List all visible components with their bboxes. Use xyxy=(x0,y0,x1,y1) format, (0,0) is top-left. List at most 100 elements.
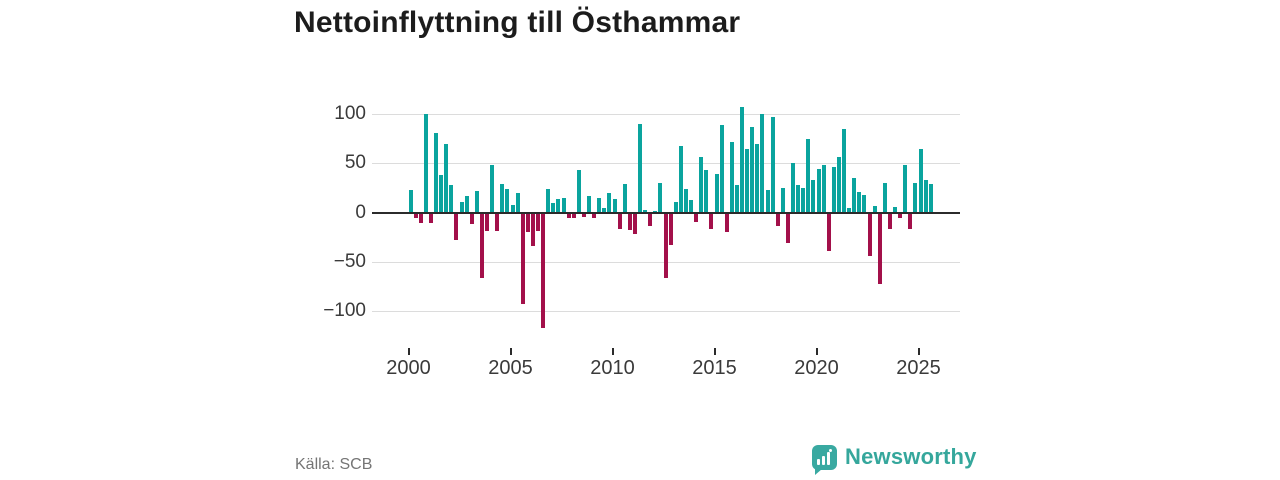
bar xyxy=(627,213,632,231)
bar xyxy=(791,163,795,213)
bar xyxy=(632,213,637,235)
bar xyxy=(821,165,826,213)
bar xyxy=(449,185,454,213)
bar xyxy=(893,206,897,213)
bar xyxy=(658,183,663,213)
x-tick-label: 2020 xyxy=(794,357,839,379)
bar xyxy=(418,213,423,224)
bar xyxy=(857,191,862,213)
bar xyxy=(541,213,546,329)
bar xyxy=(561,197,566,213)
bar xyxy=(913,183,918,213)
bar xyxy=(597,197,602,213)
bar xyxy=(546,188,551,213)
bar xyxy=(780,187,785,213)
bar xyxy=(617,213,622,230)
bar xyxy=(607,192,612,213)
bar xyxy=(903,165,908,213)
bar xyxy=(490,165,495,213)
x-tick-mark xyxy=(611,348,614,355)
bar xyxy=(474,190,479,213)
bar xyxy=(709,213,714,230)
bar xyxy=(602,207,607,213)
bar xyxy=(745,148,750,213)
bar xyxy=(648,213,653,227)
bar xyxy=(806,138,811,213)
bar xyxy=(714,174,719,213)
bar xyxy=(434,132,438,213)
bar xyxy=(811,180,816,213)
bar xyxy=(464,195,469,213)
bar xyxy=(485,213,489,232)
bar xyxy=(877,213,882,285)
bar xyxy=(928,184,933,213)
bar xyxy=(755,143,760,213)
bar xyxy=(663,213,668,279)
zero-axis-line xyxy=(372,211,960,214)
bar xyxy=(536,213,540,232)
x-tick-mark xyxy=(815,348,818,355)
bar xyxy=(571,213,576,219)
bar xyxy=(887,213,892,230)
x-tick-label: 2025 xyxy=(896,357,941,379)
gridline xyxy=(372,310,960,312)
bar xyxy=(500,184,505,213)
bar xyxy=(653,210,658,213)
bar xyxy=(724,213,729,233)
bar xyxy=(423,114,428,213)
gridline xyxy=(372,114,960,116)
bar xyxy=(520,213,525,304)
bar xyxy=(734,185,739,213)
bar xyxy=(683,188,688,213)
bar xyxy=(775,213,780,227)
bar xyxy=(801,187,806,213)
bar xyxy=(719,125,724,213)
bar xyxy=(785,213,790,243)
bar xyxy=(444,143,449,213)
bar xyxy=(699,156,704,213)
bar xyxy=(469,213,474,225)
brand-logo: Newsworthy xyxy=(812,444,977,475)
y-tick-label: 100 xyxy=(334,103,366,125)
bar xyxy=(694,213,699,223)
bar xyxy=(581,213,586,218)
bar xyxy=(592,213,597,219)
bar xyxy=(898,213,903,219)
bar xyxy=(587,195,591,213)
bar xyxy=(678,145,683,213)
bar xyxy=(668,213,673,245)
x-tick-label: 2010 xyxy=(590,357,635,379)
bar xyxy=(740,107,744,213)
newsworthy-badge-icon xyxy=(812,444,837,475)
bar xyxy=(495,213,500,232)
bar xyxy=(847,207,852,213)
bar xyxy=(673,201,678,213)
bar xyxy=(454,213,459,240)
x-tick-mark xyxy=(509,348,512,355)
bar xyxy=(831,167,836,213)
gridline xyxy=(372,163,960,165)
bar xyxy=(729,141,734,213)
bar xyxy=(479,213,484,279)
bar xyxy=(882,183,887,213)
bar xyxy=(918,148,923,213)
x-tick-label: 2015 xyxy=(692,357,737,379)
bar xyxy=(872,205,877,213)
x-tick-mark xyxy=(407,348,410,355)
bar xyxy=(852,178,857,213)
bar xyxy=(530,213,535,246)
bar-chart-icon xyxy=(817,451,830,465)
bar xyxy=(750,127,755,213)
bar xyxy=(836,156,841,213)
bar xyxy=(428,213,433,224)
bar xyxy=(689,199,693,213)
bar xyxy=(551,202,556,213)
bar xyxy=(525,213,530,233)
y-tick-label: 0 xyxy=(355,201,366,223)
bar xyxy=(923,180,928,213)
bar xyxy=(413,213,418,219)
bar xyxy=(643,209,648,213)
x-tick-mark xyxy=(713,348,716,355)
dot-icon xyxy=(829,448,832,452)
bar xyxy=(816,169,821,213)
